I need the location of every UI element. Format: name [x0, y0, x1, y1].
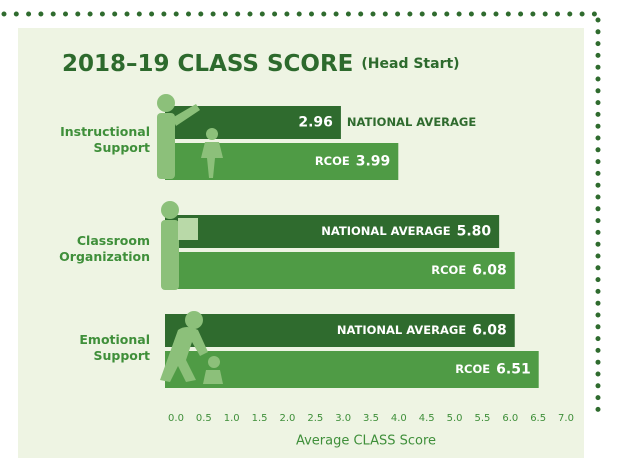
category-label: Classroom Organization	[59, 233, 150, 264]
x-tick-label: 6.0	[502, 413, 518, 424]
x-tick-label: 4.5	[419, 413, 435, 424]
bars: 2.96 NATIONAL AVERAGE 3.99 RCOE 5.80 NATIONAL…	[165, 106, 539, 388]
value-label: 2.96	[298, 115, 333, 131]
bar	[165, 351, 539, 388]
x-tick-label: 1.0	[224, 413, 240, 424]
category-label: Emotional Support	[79, 332, 150, 363]
x-tick-label: 1.5	[252, 413, 268, 424]
x-tick-label: 5.5	[474, 413, 490, 424]
x-tick-label: 2.0	[279, 413, 295, 424]
x-tick-label: 0.0	[168, 413, 184, 424]
x-tick-label: 3.5	[363, 413, 379, 424]
series-label: RCOE	[315, 154, 350, 168]
bar	[165, 314, 515, 347]
x-tick-label: 4.0	[391, 413, 407, 424]
value-label: 5.80	[457, 224, 492, 240]
value-label: 6.51	[496, 362, 531, 378]
series-label: RCOE	[431, 263, 466, 277]
icons	[157, 94, 223, 384]
subtitle: (Head Start)	[361, 56, 459, 72]
value-label: 6.08	[472, 263, 507, 279]
category-label: Instructional Support	[60, 124, 150, 155]
value-label: 3.99	[356, 154, 391, 170]
x-tick-label: 7.0	[558, 413, 574, 424]
x-tick-label: 0.5	[196, 413, 212, 424]
x-tick-label: 6.5	[530, 413, 546, 424]
x-tick-label: 5.0	[447, 413, 463, 424]
series-label: RCOE	[455, 362, 490, 376]
bar	[165, 252, 515, 289]
series-label: NATIONAL AVERAGE	[337, 323, 466, 337]
bar	[165, 215, 500, 248]
title: 2018–19 CLASS SCORE	[62, 51, 353, 77]
x-axis-label: Average CLASS Score	[296, 434, 436, 449]
value-label: 6.08	[472, 323, 507, 339]
x-tick-label: 2.5	[307, 413, 323, 424]
x-tick-label: 3.0	[335, 413, 351, 424]
chart-title: 2018–19 CLASS SCORE (Head Start)	[62, 51, 460, 77]
series-label: NATIONAL AVERAGE	[347, 115, 476, 129]
series-label: NATIONAL AVERAGE	[321, 224, 450, 238]
